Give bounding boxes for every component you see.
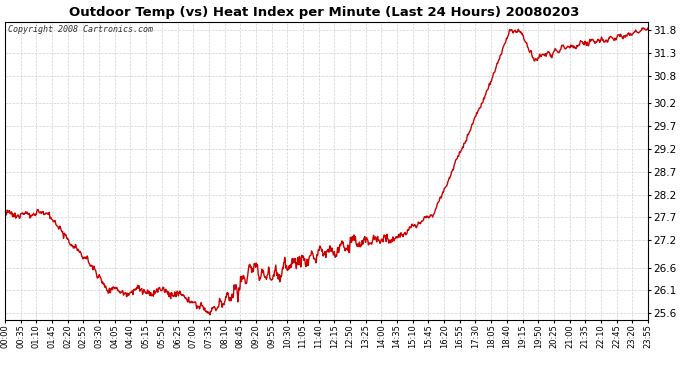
Text: Copyright 2008 Cartronics.com: Copyright 2008 Cartronics.com	[8, 25, 153, 34]
Text: Outdoor Temp (vs) Heat Index per Minute (Last 24 Hours) 20080203: Outdoor Temp (vs) Heat Index per Minute …	[69, 6, 580, 19]
